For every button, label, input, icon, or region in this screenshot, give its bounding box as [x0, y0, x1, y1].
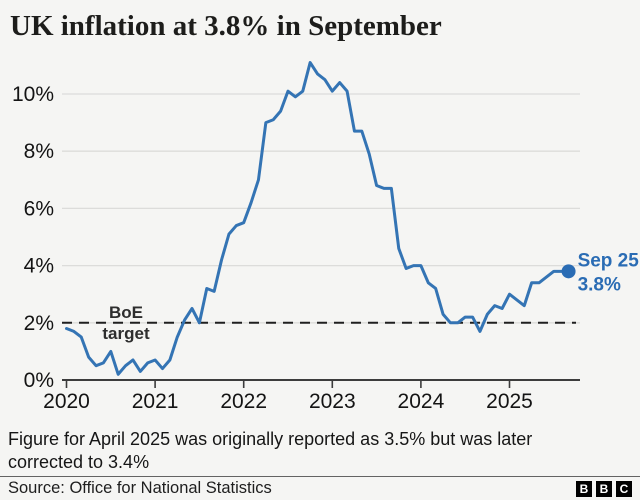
annotation-date: Sep 25 — [578, 250, 640, 271]
x-axis-tick-label: 2020 — [43, 390, 90, 413]
x-axis-tick-label: 2024 — [398, 390, 445, 413]
chart-title: UK inflation at 3.8% in September — [10, 10, 442, 42]
annotation-value: 3.8% — [578, 274, 621, 295]
source-text: Source: Office for National Statistics — [8, 479, 272, 497]
bbc-logo-letter: B — [576, 480, 592, 497]
inflation-line-chart: 0% 2% 4% 6% 8% 10% 2020 2021 2022 2023 2024 2025 BoE… — [12, 61, 640, 413]
y-axis-tick-label: 4% — [24, 255, 54, 278]
boe-target-label-line2: target — [102, 324, 150, 343]
x-axis-tick-label: 2025 — [486, 390, 533, 413]
footer-bar: Source: Office for National Statistics B… — [0, 476, 640, 500]
y-axis-tick-label: 0% — [24, 369, 54, 392]
x-axis-tick-label: 2021 — [132, 390, 179, 413]
y-axis-tick-label: 2% — [24, 312, 54, 335]
bbc-logo: B B C — [576, 480, 632, 497]
bbc-logo-letter: B — [596, 480, 612, 497]
bbc-logo-letter: C — [616, 480, 632, 497]
x-axis-tick-label: 2023 — [309, 390, 356, 413]
y-axis-tick-label: 10% — [12, 83, 54, 106]
x-axis-tick-label: 2022 — [220, 390, 267, 413]
latest-point-dot — [561, 264, 576, 279]
footnote-text: Figure for April 2025 was originally rep… — [8, 429, 533, 472]
boe-target-label-line1: BoE — [109, 303, 143, 322]
inflation-line-series — [65, 61, 571, 376]
y-axis-tick-label: 6% — [24, 197, 54, 220]
y-axis-tick-label: 8% — [24, 140, 54, 163]
